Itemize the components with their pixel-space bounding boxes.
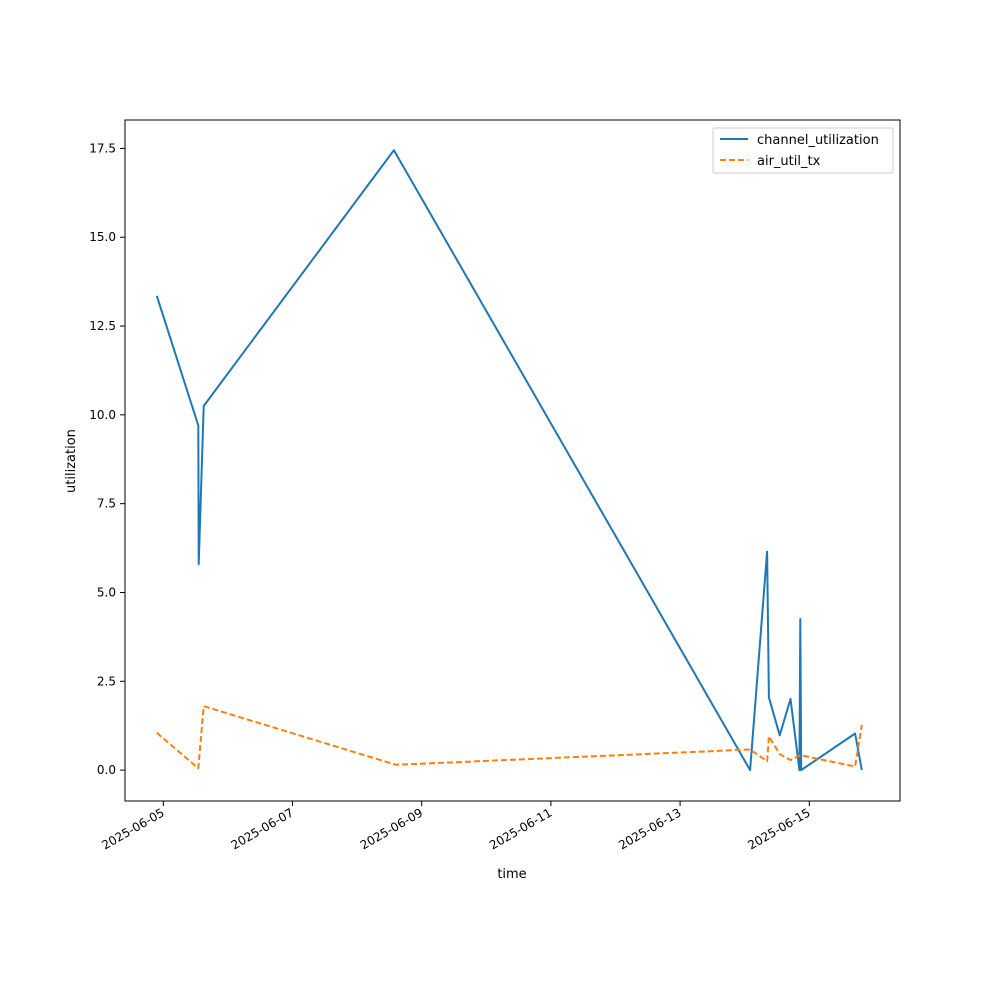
- series-layer: [155, 149, 863, 772]
- series-line-channel-utilization: [155, 149, 863, 772]
- legend: channel_utilization air_util_tx: [712, 127, 894, 174]
- y-tick-label: 15.0: [89, 230, 116, 244]
- legend-label-air-util-tx: air_util_tx: [757, 154, 821, 169]
- y-tick-label: 2.5: [97, 674, 116, 688]
- x-axis-label: time: [497, 867, 526, 882]
- y-tick-label: 0.0: [97, 763, 116, 777]
- y-tick-label: 7.5: [97, 497, 116, 511]
- y-tick-label: 10.0: [89, 408, 116, 422]
- series-line-air-util-tx: [156, 705, 863, 770]
- y-tick-label: 17.5: [89, 141, 116, 155]
- legend-box: [712, 127, 894, 174]
- y-axis-label: utilization: [64, 429, 79, 493]
- y-tick-label: 5.0: [97, 585, 116, 599]
- plot-frame: [124, 119, 901, 802]
- y-tick-label: 12.5: [89, 319, 116, 333]
- legend-label-channel-utilization: channel_utilization: [757, 133, 879, 148]
- y-axis: 0.0 2.5 5.0 7.5 10.0 12.5 15.0 17.5: [89, 141, 125, 777]
